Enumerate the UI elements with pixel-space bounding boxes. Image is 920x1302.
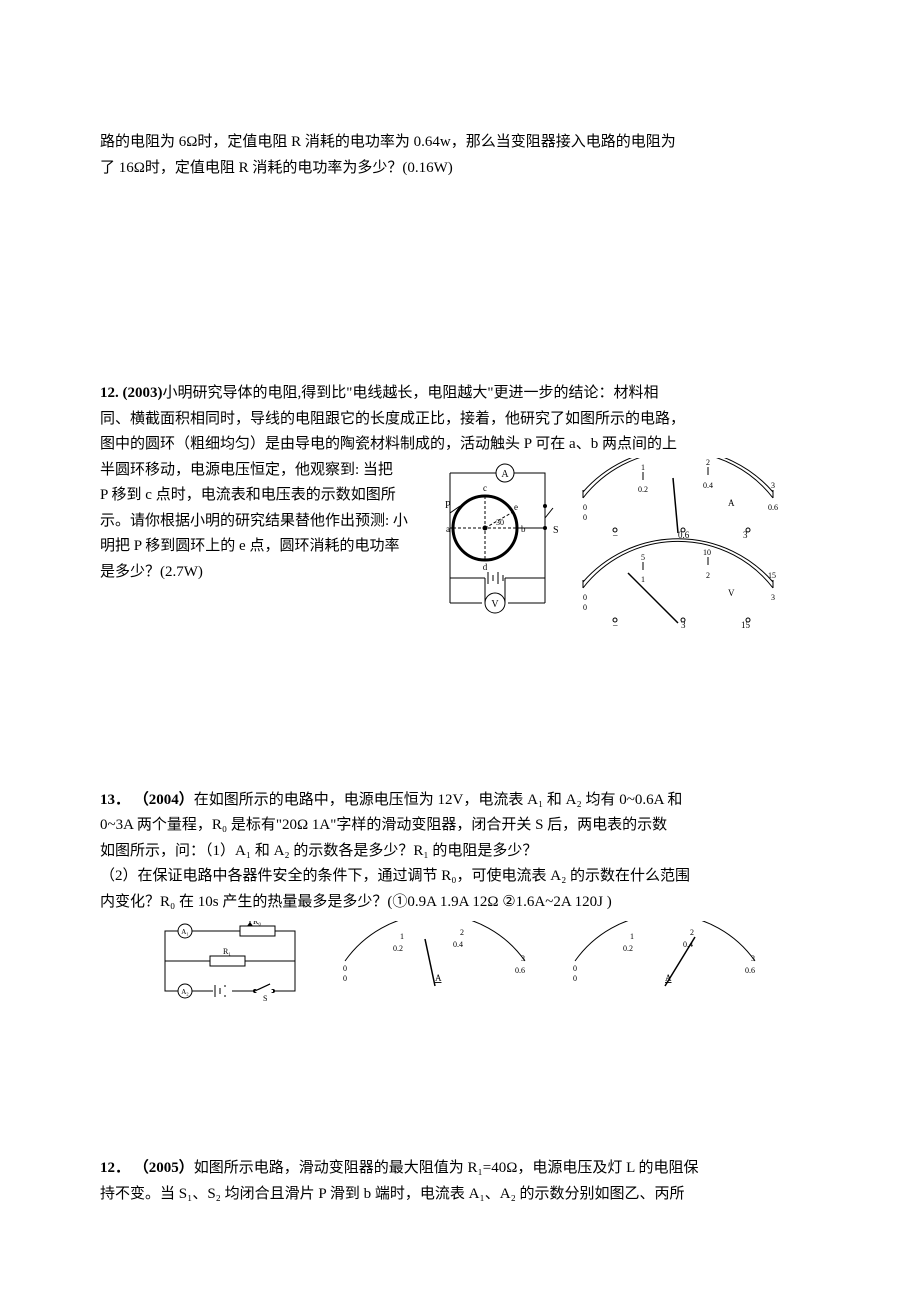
svg-text:0: 0: [583, 503, 587, 512]
q12-line-h: 是多少？(2.7W): [100, 560, 420, 586]
svg-text:V: V: [728, 588, 735, 598]
svg-text:0: 0: [583, 513, 587, 522]
q13-line-e: 内变化？R₀ 在 10s 产生的热量最多是多少？(①0.9A 1.9A 12Ω …: [100, 890, 820, 916]
svg-text:0.6: 0.6: [515, 966, 525, 975]
svg-text:0: 0: [573, 974, 577, 983]
svg-text:0: 0: [343, 964, 347, 973]
svg-text:5: 5: [641, 553, 645, 562]
svg-text:2: 2: [706, 571, 710, 580]
q13-line-a: 13． （2004）在如图所示的电路中，电源电压恒为 12V，电流表 A₁ 和 …: [100, 788, 820, 814]
svg-text:0.6: 0.6: [745, 966, 755, 975]
q12-meter-scales: 0 1 2 3 0 0.2 0.4 0.6 A – 0.6 3: [573, 458, 803, 638]
svg-text:3: 3: [771, 481, 775, 490]
svg-text:A: A: [501, 469, 509, 480]
q12b-number: 12．: [100, 1160, 130, 1176]
svg-text:0: 0: [583, 593, 587, 602]
svg-text:0.6: 0.6: [768, 503, 778, 512]
q13-number: 13．: [100, 792, 130, 808]
spacer: [100, 638, 820, 788]
q12-year: (2003): [123, 385, 163, 401]
svg-text:0: 0: [583, 603, 587, 612]
svg-text:1: 1: [641, 575, 645, 584]
svg-text:A: A: [728, 498, 735, 508]
svg-text:P: P: [445, 500, 451, 511]
q13-ammeter-1: 0 1 2 3 0 0.2 0.4 0.6 A: [335, 921, 535, 991]
svg-text:0: 0: [343, 974, 347, 983]
q12b-year: （2005）: [134, 1160, 194, 1176]
q12-line-d: 半圆环移动，电源电压恒定，他观察到: 当把: [100, 458, 420, 484]
svg-text:0.2: 0.2: [393, 944, 403, 953]
svg-text:2: 2: [690, 928, 694, 937]
svg-text:0: 0: [573, 964, 577, 973]
svg-text:0.2: 0.2: [638, 485, 648, 494]
svg-text:e: e: [514, 502, 518, 512]
q12-number: 12.: [100, 385, 119, 401]
svg-text:A: A: [435, 973, 442, 983]
q13-line-b: 0~3A 两个量程，R₀ 是标有"20Ω 1A"字样的滑动变阻器，闭合开关 S …: [100, 813, 820, 839]
svg-text:30: 30: [496, 518, 504, 527]
svg-text:a: a: [446, 524, 450, 534]
svg-text:0.2: 0.2: [623, 944, 633, 953]
q13-year: （2004）: [134, 792, 194, 808]
svg-text:3: 3: [751, 954, 755, 963]
q13-ammeter-2: 0 1 2 3 0 0.2 0.4 0.6 A: [565, 921, 765, 991]
q11-line1: 路的电阻为 6Ω时，定值电阻 R 消耗的电功率为 0.64w，那么当变阻器接入电…: [100, 130, 820, 156]
q12-line-e: P 移到 c 点时，电流表和电压表的示数如图所: [100, 483, 420, 509]
svg-text:0.4: 0.4: [453, 940, 463, 949]
svg-text:S: S: [553, 525, 559, 536]
svg-text:2: 2: [460, 928, 464, 937]
svg-text:d: d: [483, 562, 488, 572]
q13-circuit-diagram: A₁ R₀ R₁ A₂: [155, 921, 305, 1006]
svg-text:10: 10: [703, 548, 711, 557]
svg-text:A₁: A₁: [181, 928, 189, 936]
q12-intro-a: 12. (2003)小明研究导体的电阻,得到比"电线越长，电阻越大"更进一步的结…: [100, 381, 820, 407]
svg-text:A₂: A₂: [181, 988, 189, 996]
q13-line-c: 如图所示，问：（1）A₁ 和 A₂ 的示数各是多少？R₁ 的电阻是多少？: [100, 839, 820, 865]
q11-line2: 了 16Ω时，定值电阻 R 消耗的电功率为多少？(0.16W): [100, 156, 820, 182]
svg-text:1: 1: [630, 932, 634, 941]
svg-text:0.4: 0.4: [703, 481, 713, 490]
q12b-line-a: 12． （2005）如图所示电路，滑动变阻器的最大阻值为 R₁=40Ω，电源电压…: [100, 1156, 820, 1182]
svg-text:R₀: R₀: [253, 921, 261, 926]
q12-intro-b: 同、横截面积相同时，导线的电阻跟它的长度成正比，接着，他研究了如图所示的电路，: [100, 407, 820, 433]
spacer: [100, 181, 820, 381]
q12-circuit-diagram: A S: [430, 458, 565, 628]
q12-intro-c: 图中的圆环（粗细均匀）是由导电的陶瓷材料制成的，活动触头 P 可在 a、b 两点…: [100, 432, 820, 458]
q12b-line-b: 持不变。当 S₁、S₂ 均闭合且滑片 P 滑到 b 端时，电流表 A₁、A₂ 的…: [100, 1182, 820, 1208]
svg-text:V: V: [491, 599, 499, 610]
svg-text:1: 1: [641, 463, 645, 472]
q12-line-f: 示。请你根据小明的研究结果替他作出预测: 小: [100, 509, 420, 535]
spacer: [100, 1006, 820, 1156]
svg-text:1: 1: [400, 932, 404, 941]
q12-line-g: 明把 P 移到圆环上的 e 点，圆环消耗的电功率: [100, 534, 420, 560]
svg-text:15: 15: [768, 571, 776, 580]
svg-text:b: b: [521, 524, 526, 534]
svg-text:c: c: [483, 483, 487, 493]
svg-text:R₁: R₁: [223, 947, 231, 956]
svg-text:S: S: [263, 994, 267, 1003]
svg-text:3: 3: [521, 954, 525, 963]
svg-text:2: 2: [706, 458, 710, 467]
q13-line-d: （2）在保证电路中各器件安全的条件下，通过调节 R₀，可使电流表 A₂ 的示数在…: [100, 864, 820, 890]
svg-text:3: 3: [771, 593, 775, 602]
